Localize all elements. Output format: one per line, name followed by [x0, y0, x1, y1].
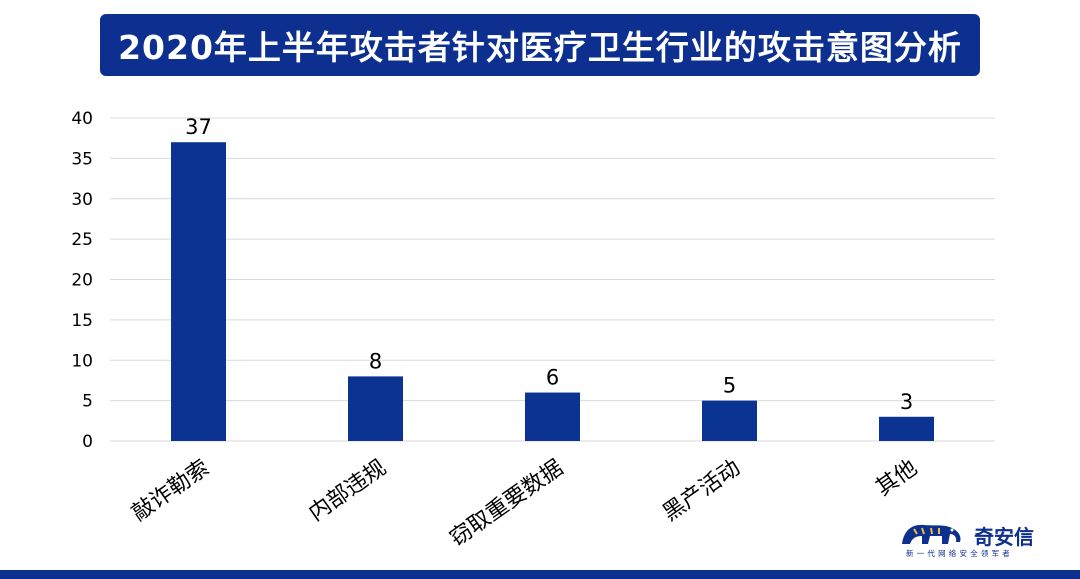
company-logo: 奇安信 新一代网络安全领军者 — [900, 518, 1060, 560]
tiger-icon — [902, 524, 961, 544]
y-tick-label: 40 — [71, 109, 93, 129]
bar — [879, 416, 934, 441]
data-label: 8 — [369, 349, 382, 373]
y-tick-label: 10 — [71, 351, 93, 371]
y-tick-label: 25 — [71, 230, 93, 250]
bars — [171, 142, 934, 441]
x-tick-label: 内部违规 — [305, 455, 391, 526]
bottom-bar — [0, 570, 1080, 579]
data-labels: 37 8 6 5 3 — [185, 115, 913, 414]
title-banner: 2020年上半年攻击者针对医疗卫生行业的攻击意图分析 — [100, 14, 980, 76]
x-axis: 敲诈勒索 内部违规 窃取重要数据 黑产活动 其他 — [128, 455, 922, 551]
y-tick-label: 35 — [71, 149, 93, 169]
bar — [702, 400, 757, 441]
y-tick-label: 15 — [71, 311, 93, 331]
data-label: 5 — [723, 374, 736, 398]
bar — [171, 142, 226, 441]
data-label: 6 — [546, 366, 559, 390]
y-tick-label: 5 — [82, 392, 93, 412]
x-tick-label: 窃取重要数据 — [445, 455, 567, 551]
x-tick-label: 其他 — [872, 455, 922, 501]
x-tick-label: 敲诈勒索 — [128, 455, 214, 526]
grid-lines — [110, 117, 995, 442]
data-label: 3 — [900, 390, 913, 414]
y-axis: 0 5 10 15 20 25 30 35 40 — [71, 109, 93, 452]
y-tick-label: 0 — [82, 432, 93, 452]
logo-tagline: 新一代网络安全领军者 — [906, 549, 1013, 558]
y-tick-label: 20 — [71, 271, 93, 291]
x-tick-label: 黑产活动 — [659, 455, 745, 526]
bar — [348, 376, 403, 441]
chart-title: 2020年上半年攻击者针对医疗卫生行业的攻击意图分析 — [118, 28, 962, 67]
bar — [525, 392, 580, 441]
data-label: 37 — [185, 115, 212, 139]
logo-name: 奇安信 — [974, 525, 1034, 549]
y-tick-label: 30 — [71, 190, 93, 210]
